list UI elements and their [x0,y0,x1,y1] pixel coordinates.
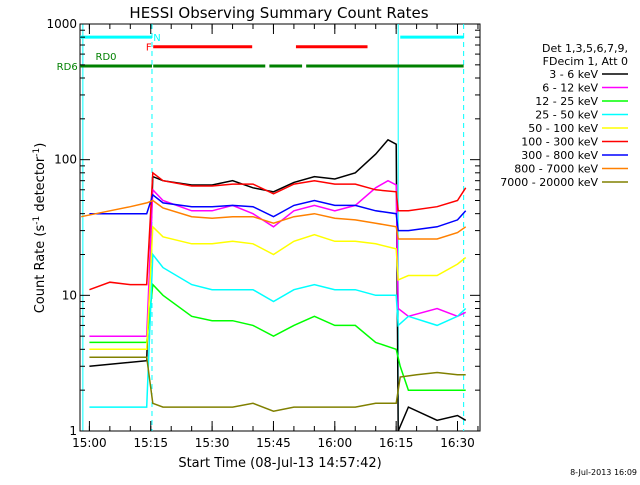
status-bar-label: N [153,33,160,44]
legend-item-label: 300 - 800 keV [521,149,598,162]
y-axis-ticks: 1 10 100 1000 [46,17,480,438]
legend: Det 1,3,5,6,7,9, FDecim 1, Att 0 3 - 6 k… [500,42,628,189]
y-tick-label: 1 [69,424,77,438]
y-axis-label-part2: detector [33,156,48,216]
series-line [89,138,467,431]
series-line [89,171,467,291]
legend-item-label: 25 - 50 keV [535,109,598,122]
legend-header-line1: Det 1,3,5,6,7,9, [542,42,628,55]
x-tick-label: 15:45 [256,436,291,450]
status-bar-label: RD0 [96,52,117,63]
x-tick-label: 16:15 [379,436,414,450]
legend-item-label: 50 - 100 keV [528,122,598,135]
date-stamp: 8-Jul-2013 16:09 [570,468,637,477]
series-line [89,193,467,232]
plot-frame [79,23,481,432]
legend-item-label: 7000 - 20000 keV [500,176,598,189]
legend-item-label: 12 - 25 keV [535,95,598,108]
chart-title: HESSI Observing Summary Count Rates [129,4,428,22]
y-axis-label-part1: Count Rate (s [33,225,48,314]
legend-header-line2: FDecim 1, Att 0 [543,55,628,68]
x-tick-label: 16:00 [318,436,353,450]
series-line [89,356,466,412]
y-tick-label: 100 [54,153,77,167]
x-axis-label: Start Time (08-Jul-13 14:57:42) [178,456,381,471]
series-line [89,282,466,391]
top-status-bars: NF RD0 RD6 [57,33,464,73]
legend-item-label: 6 - 12 keV [542,82,598,95]
x-tick-label: 15:30 [195,436,230,450]
plot-area: NF RD0 RD6 1 10 100 1000 15:00 15:15 15:30 15:45… [46,17,481,450]
x-tick-label: 15:15 [133,436,168,450]
x-tick-label: 16:30 [440,436,475,450]
y-axis-label-sup2: -1 [32,148,42,157]
legend-item-label: 100 - 300 keV [521,136,598,149]
y-tick-label: 1000 [46,17,77,31]
series-lines [81,138,467,431]
x-axis-ticks: 15:00 15:15 15:30 15:45 16:00 16:15 16:30 [72,24,479,450]
y-tick-label: 10 [62,288,77,302]
legend-item-label: 800 - 7000 keV [514,163,598,176]
series-line [81,199,467,240]
series-line [89,179,467,337]
legend-item-label: 3 - 6 keV [549,68,598,81]
x-tick-label: 15:00 [72,436,107,450]
y-axis-label-part3: ) [33,143,48,148]
series-line [89,225,467,351]
y-axis-label-sup1: -1 [32,216,42,225]
y-axis-label: Count Rate (s-1 detector-1) [32,143,48,314]
status-bar-label: RD6 [57,62,78,73]
status-bar-label: F [146,43,152,54]
series-line [89,252,467,408]
